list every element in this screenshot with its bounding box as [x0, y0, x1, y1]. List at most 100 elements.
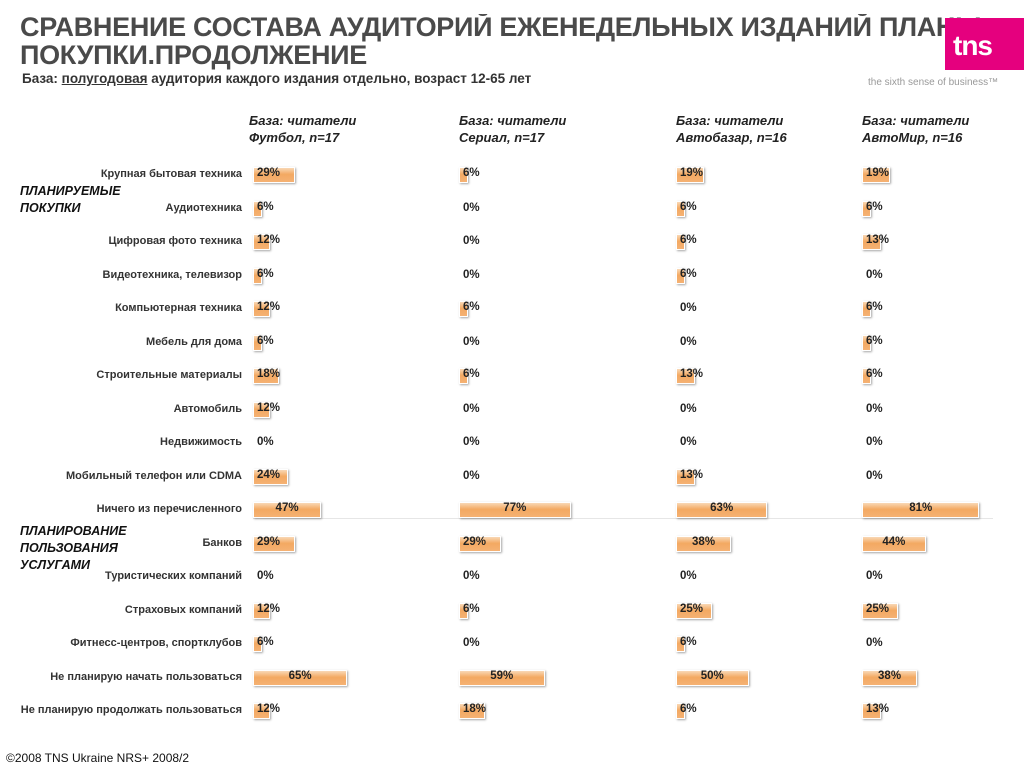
value-label: 0% — [463, 436, 480, 448]
value-label: 29% — [463, 535, 487, 548]
value-label: 44% — [882, 535, 906, 548]
value-label: 6% — [463, 301, 480, 313]
value-label: 29% — [257, 167, 281, 179]
value-label: 13% — [866, 234, 890, 246]
value-label: 0% — [866, 469, 883, 482]
bar — [676, 502, 768, 518]
bar — [676, 669, 749, 686]
bar — [862, 669, 918, 686]
bar — [253, 669, 348, 686]
bar — [459, 368, 468, 384]
bar — [676, 602, 713, 619]
value-label: 0% — [680, 570, 697, 582]
value-label: 38% — [692, 535, 716, 548]
value-label: 18% — [463, 703, 487, 715]
bar — [253, 267, 262, 284]
bar — [862, 301, 871, 317]
category-label: Не планирую продолжать пользоваться — [20, 704, 242, 716]
bar — [459, 167, 468, 183]
column-header-line: База: читатели — [459, 113, 567, 128]
value-label: 0% — [866, 637, 883, 649]
bar — [253, 167, 296, 183]
value-label: 6% — [257, 636, 274, 648]
value-label: 13% — [866, 703, 890, 715]
bar — [459, 602, 468, 619]
page-title-line-2: ПОКУПКИ.ПРОДОЛЖЕНИЕ — [20, 40, 367, 70]
category-label: Недвижимость — [160, 436, 242, 448]
bar — [862, 602, 899, 619]
value-label: 19% — [866, 167, 890, 179]
value-label: 47% — [275, 502, 299, 514]
subtitle-prefix: База: — [22, 71, 62, 86]
bar — [862, 703, 881, 719]
column-header-line: Автобазар, n=16 — [676, 130, 787, 145]
category-label: Мебель для дома — [146, 335, 242, 348]
bar — [459, 301, 468, 317]
value-label: 0% — [463, 637, 480, 649]
column-header-2: База: читатели Сериал, n=17 — [459, 112, 566, 146]
value-label: 0% — [680, 335, 697, 348]
category-label: Компьютерная техника — [115, 302, 242, 314]
bar — [253, 468, 288, 485]
bar — [862, 368, 871, 384]
logo-tagline: the sixth sense of business™ — [868, 77, 999, 88]
value-label: 0% — [257, 436, 274, 448]
subtitle: База: полугодовая аудитория каждого изда… — [22, 71, 531, 86]
bar — [676, 234, 685, 250]
bar — [253, 502, 322, 518]
column-header-3: База: читатели Автобазар, n=16 — [676, 112, 787, 146]
category-label: Туристических компаний — [105, 570, 242, 582]
category-label: Мобильный телефон или CDMA — [66, 469, 242, 482]
bar — [253, 401, 271, 418]
bar — [253, 602, 271, 619]
bar — [459, 535, 502, 552]
value-label: 0% — [680, 302, 697, 314]
value-label: 12% — [257, 301, 281, 313]
column-header-1: База: читатели Футбол, n=17 — [249, 112, 356, 146]
subtitle-underlined: полугодовая — [61, 71, 148, 86]
footer-copyright: ©2008 TNS Ukraine NRS+ 2008/2 — [6, 751, 190, 765]
category-label: Не планирую начать пользоваться — [50, 670, 242, 683]
bar — [676, 267, 685, 284]
bar — [676, 368, 695, 384]
category-label: Аудиотехника — [165, 201, 242, 214]
bar — [459, 669, 545, 686]
value-label: 6% — [463, 368, 480, 380]
bar — [676, 200, 685, 217]
value-label: 6% — [463, 167, 480, 179]
column-header-line: База: читатели — [249, 113, 357, 128]
category-label: Видеотехника, телевизор — [102, 268, 243, 281]
value-label: 6% — [866, 334, 883, 347]
value-label: 25% — [866, 602, 890, 615]
value-label: 0% — [463, 268, 480, 281]
group-label-services: ПЛАНИРОВАНИЕ ПОЛЬЗОВАНИЯ УСЛУГАМИ — [20, 523, 127, 574]
column-header-line: АвтоМир, n=16 — [862, 130, 963, 145]
bar — [862, 234, 881, 250]
value-label: 38% — [878, 669, 902, 682]
value-label: 0% — [866, 436, 883, 448]
category-label: Ничего из перечисленного — [96, 503, 242, 515]
column-header-4: База: читатели АвтоМир, n=16 — [862, 112, 969, 146]
bar — [253, 234, 271, 250]
category-label: Цифровая фото техника — [108, 235, 242, 247]
page-title-line-1: СРАВНЕНИЕ СОСТАВА АУДИТОРИЙ ЕЖЕНЕДЕЛЬНЫХ… — [20, 14, 982, 42]
value-label: 59% — [490, 669, 514, 682]
group-label-line: ПОЛЬЗОВАНИЯ — [20, 541, 118, 555]
value-label: 63% — [710, 502, 734, 514]
column-header-line: База: читатели — [862, 113, 970, 128]
value-label: 19% — [680, 167, 704, 179]
value-label: 12% — [257, 234, 281, 246]
value-label: 0% — [463, 469, 480, 482]
value-label: 6% — [257, 200, 274, 213]
value-label: 13% — [680, 368, 704, 380]
value-label: 6% — [463, 602, 480, 615]
value-label: 0% — [680, 436, 697, 448]
value-label: 12% — [257, 703, 281, 715]
bar — [253, 368, 280, 384]
value-label: 0% — [866, 570, 883, 582]
value-label: 6% — [680, 200, 697, 213]
value-label: 0% — [257, 570, 274, 582]
bar — [253, 301, 271, 317]
bar — [459, 703, 486, 719]
value-label: 0% — [463, 570, 480, 582]
